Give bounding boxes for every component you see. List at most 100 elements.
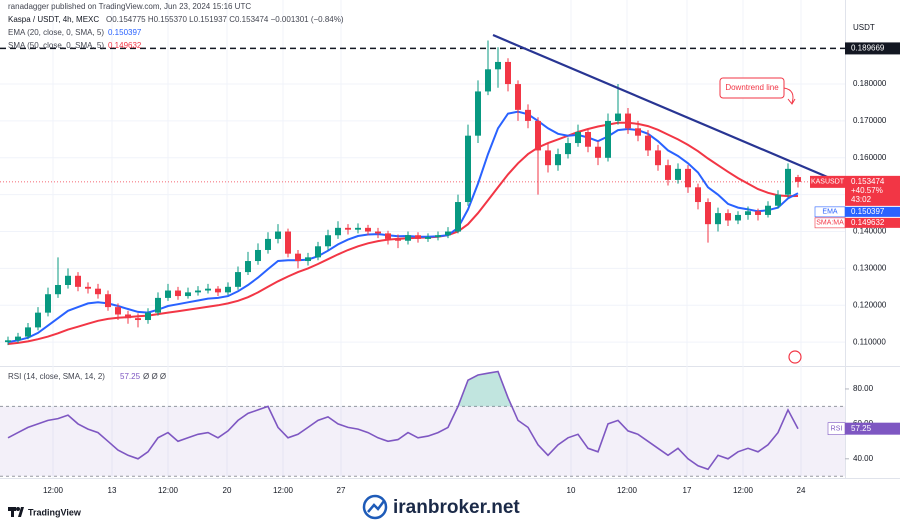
- candle-body: [145, 312, 151, 321]
- overlay-legend-value: 0.149632: [108, 41, 142, 50]
- candle-body: [155, 297, 161, 313]
- candle-body: [455, 202, 461, 232]
- candle-body: [55, 284, 61, 295]
- watermark-circle: [362, 494, 388, 520]
- rsi-line: [7, 370, 799, 471]
- footer-bar: [0, 500, 900, 524]
- logo-shape: [11, 507, 14, 517]
- annotation: Downtrend line: [725, 83, 779, 92]
- candle-body: [505, 61, 511, 85]
- candle-body: [665, 165, 671, 180]
- overlay-tag: [845, 206, 900, 217]
- candle-body: [85, 286, 91, 289]
- x-tick-label: 24: [797, 486, 806, 495]
- overlay-line: [7, 110, 799, 344]
- candle-body: [395, 238, 401, 241]
- y-tick-label: 0.160000: [853, 153, 887, 162]
- candle-body: [695, 187, 701, 203]
- publisher: ranadagger published on TradingView.com,…: [8, 2, 251, 11]
- candle-body: [525, 109, 531, 121]
- candle-body: [195, 290, 201, 293]
- rsi-legend-value: 57.25: [120, 372, 141, 381]
- candle-body: [435, 235, 441, 238]
- watermark-arrow: [367, 500, 385, 513]
- candle-body: [645, 135, 651, 151]
- last-price-change: +40.57%: [851, 186, 883, 195]
- candle-body: [735, 214, 741, 221]
- overlay-name-tag: [814, 206, 846, 218]
- candle-body: [325, 235, 331, 247]
- candle-body: [425, 237, 431, 239]
- candle-body: [215, 288, 221, 293]
- candle-body: [95, 288, 101, 295]
- candle-body: [535, 120, 541, 151]
- rsi-tag: [845, 422, 900, 435]
- x-tick-label: 10: [567, 486, 576, 495]
- candle-body: [635, 128, 641, 136]
- candle-body: [705, 202, 711, 225]
- candle-body: [495, 61, 501, 70]
- overlay-legend: SMA (50, close, 0, SMA, 5): [8, 41, 104, 50]
- tv-logo: [8, 507, 24, 517]
- candle-body: [595, 146, 601, 158]
- overlay-name: EMA: [822, 209, 838, 216]
- candle-body: [245, 261, 251, 273]
- candle-body: [545, 150, 551, 166]
- x-tick-label: 17: [683, 486, 692, 495]
- alert-icon: [788, 350, 802, 364]
- candle-body: [365, 227, 371, 232]
- candle-body: [655, 150, 661, 166]
- x-tick-label: 12:00: [617, 486, 638, 495]
- candle-body: [405, 235, 411, 241]
- y-tick-label: 0.130000: [853, 264, 887, 273]
- candle-body: [265, 238, 271, 250]
- overlay-legend: EMA (20, close, 0, SMA, 5): [8, 28, 104, 37]
- candle-body: [315, 246, 321, 258]
- candle-body: [515, 84, 521, 110]
- x-tick-label: 27: [337, 486, 346, 495]
- x-tick-label: 12:00: [733, 486, 754, 495]
- candle-body: [725, 213, 731, 221]
- candle-body: [715, 213, 721, 225]
- x-tick-label: 20: [223, 486, 232, 495]
- rsi-legend-extra: Ø Ø Ø: [143, 372, 166, 381]
- candle-body: [475, 91, 481, 136]
- watermark: iranbroker.net: [393, 497, 520, 518]
- candle-body: [285, 231, 291, 254]
- candle-body: [605, 120, 611, 158]
- candle-body: [255, 249, 261, 262]
- ohlc: O0.154775 H0.155370 L0.151937 C0.153474 …: [106, 15, 344, 24]
- candle-body: [135, 318, 141, 321]
- y-tick-label: 0.110000: [853, 337, 886, 346]
- candle-body: [625, 113, 631, 129]
- last-price-symbol: KASUSDT: [811, 179, 845, 186]
- rsi-overbought-fill: [267, 371, 512, 407]
- candle-body: [565, 143, 571, 155]
- overlay-tag-label: 0.149632: [851, 218, 885, 227]
- last-price-tag: [845, 175, 900, 206]
- annotation-arrow: [783, 87, 794, 104]
- trendline: [492, 34, 831, 180]
- x-tick-label: 12:00: [158, 486, 179, 495]
- currency: USDT: [853, 23, 875, 32]
- rsi-legend: RSI (14, close, SMA, 14, 2): [8, 372, 105, 381]
- candle-body: [105, 294, 111, 308]
- candle-body: [785, 168, 791, 195]
- rsi-tag-value: 57.25: [851, 424, 872, 433]
- logo-shape: [18, 507, 24, 517]
- candle-body: [555, 154, 561, 166]
- candle-body: [755, 211, 761, 215]
- candle-body: [295, 253, 301, 262]
- candle-body: [795, 177, 801, 182]
- rsi-name: RSI: [831, 426, 843, 433]
- candle-body: [205, 288, 211, 291]
- symbol: Kaspa / USDT, 4h, MEXC: [8, 15, 99, 24]
- candle-body: [675, 168, 681, 180]
- last-price-symbol-tag: [810, 175, 845, 188]
- y-tick-label: 0.140000: [853, 227, 887, 236]
- x-tick-label: 12:00: [43, 486, 64, 495]
- candle-body: [5, 340, 11, 343]
- rsi-tick-label: 80.00: [853, 384, 874, 393]
- last-price-countdown: 43:02: [851, 195, 872, 204]
